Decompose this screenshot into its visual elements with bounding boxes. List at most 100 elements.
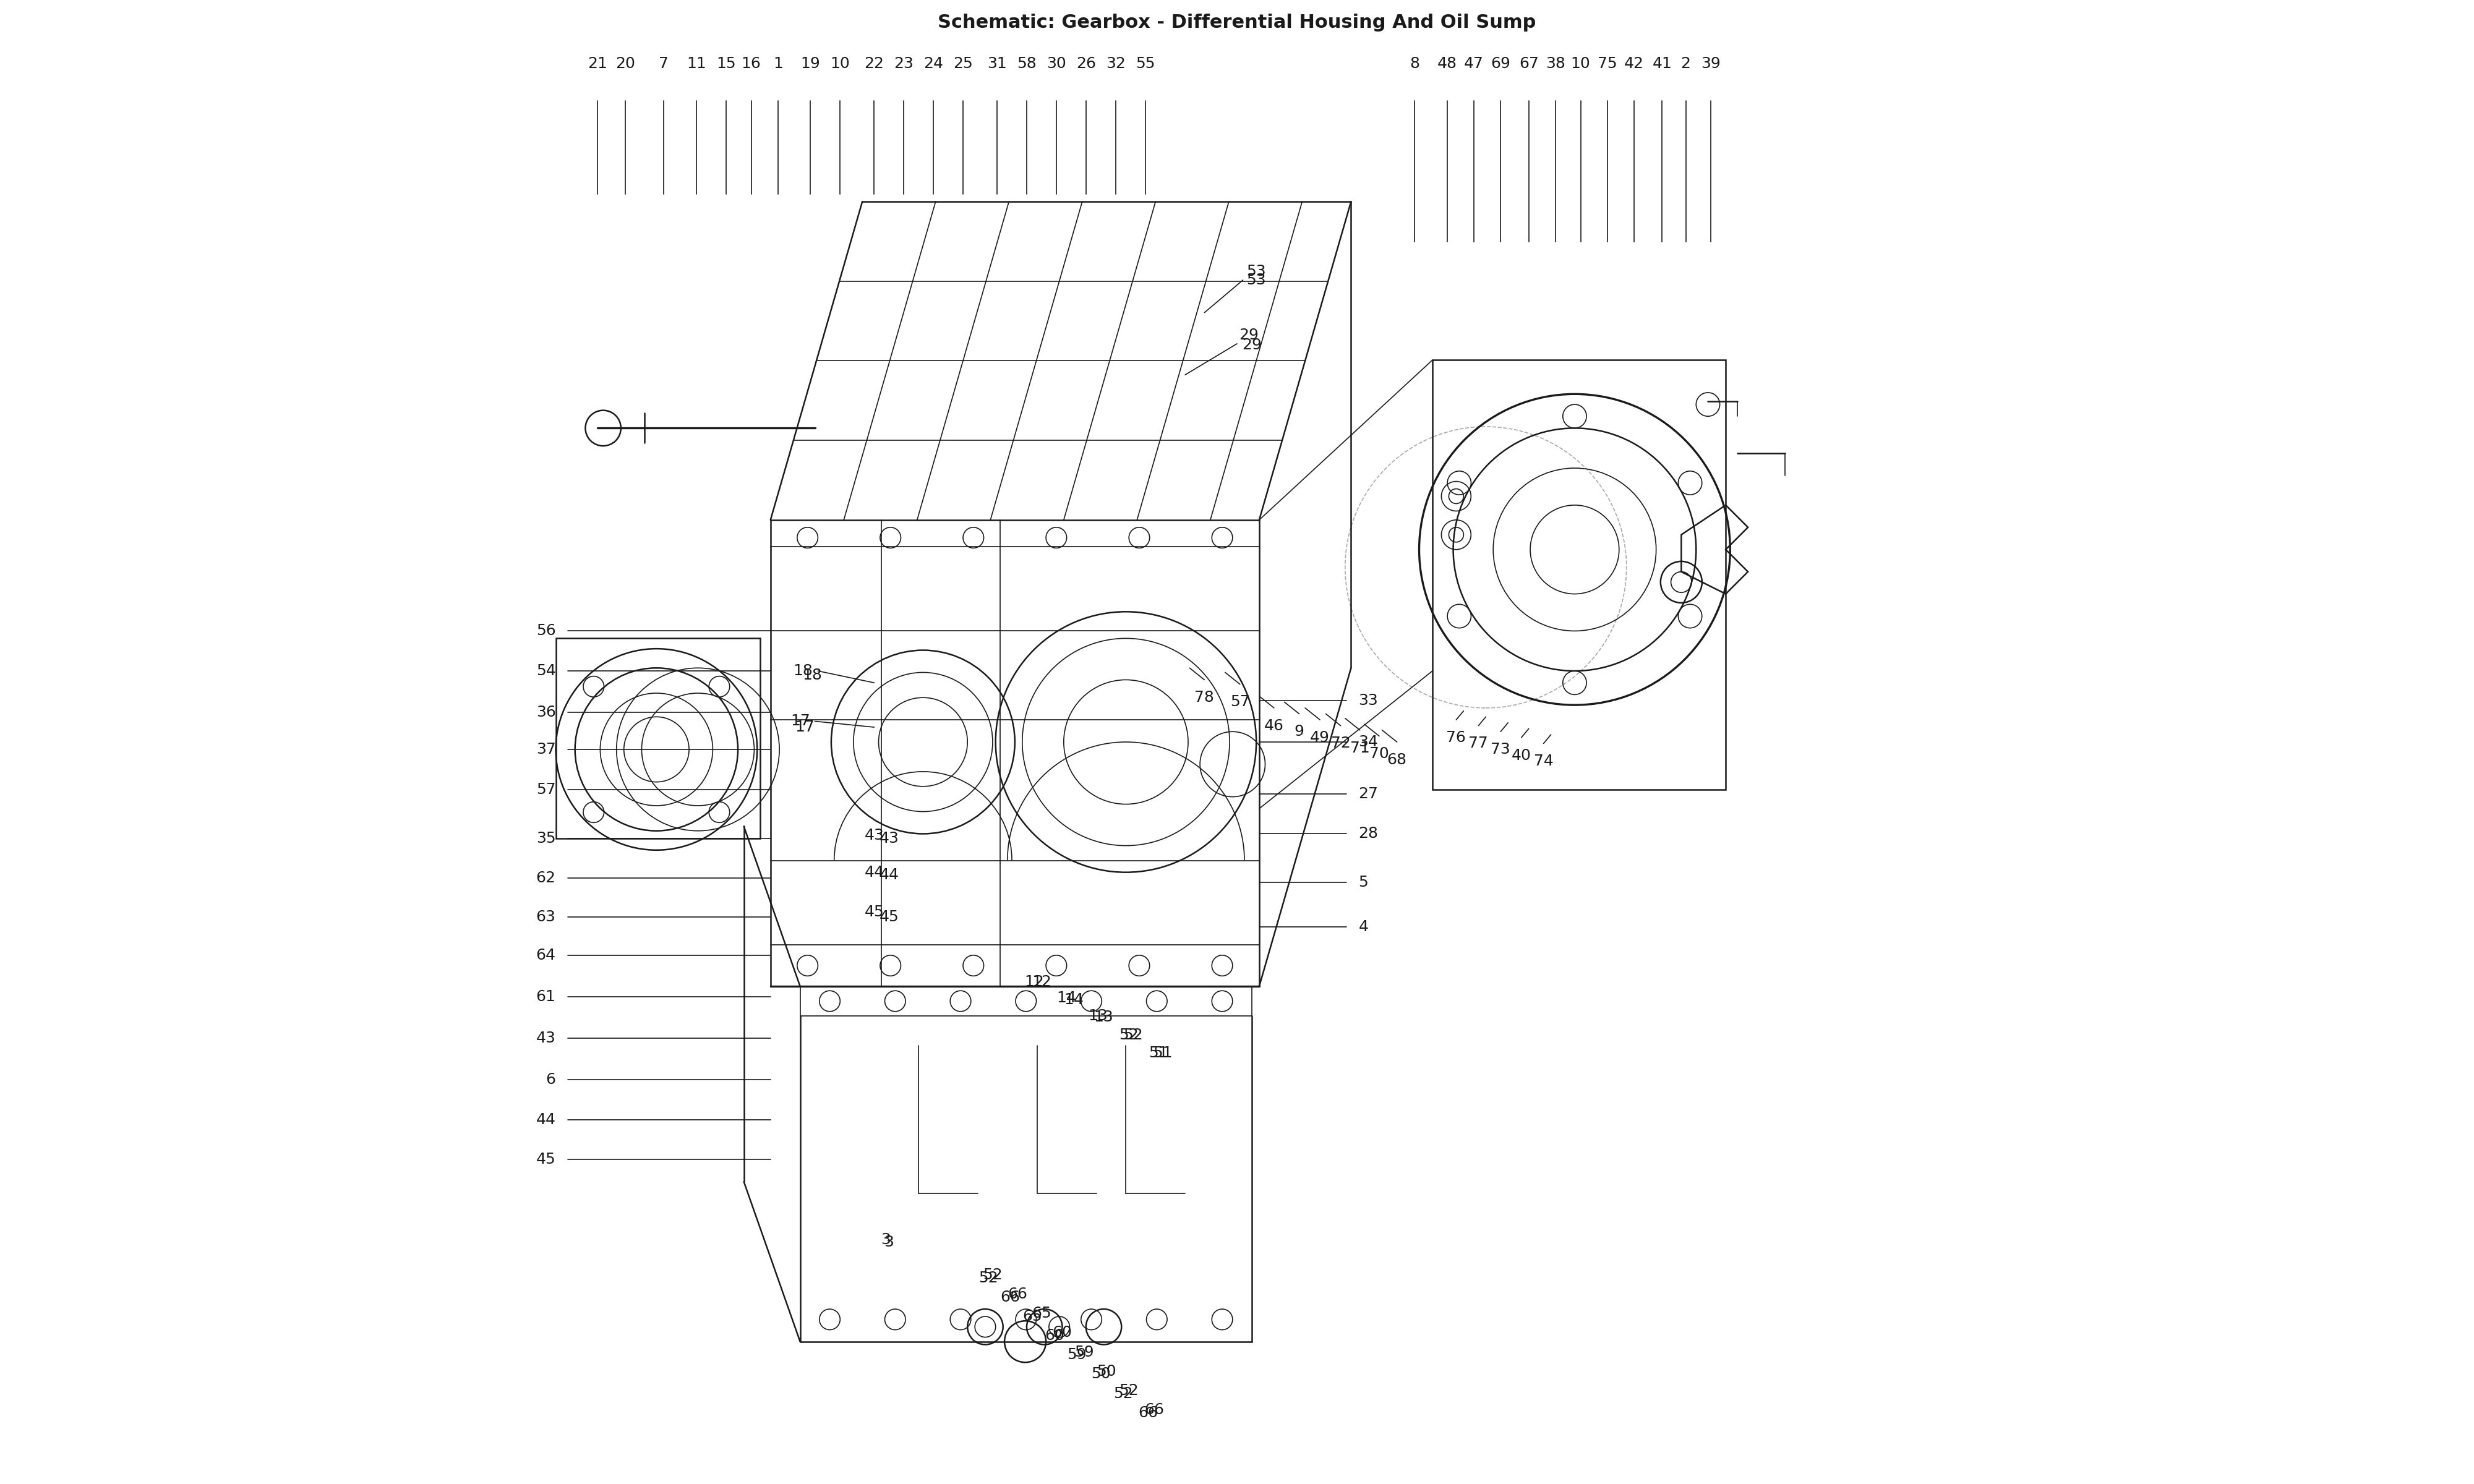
Text: 23: 23 <box>893 56 913 71</box>
Text: 45: 45 <box>878 910 898 925</box>
Text: 48: 48 <box>1437 56 1457 71</box>
Text: 30: 30 <box>1047 56 1066 71</box>
Text: 52: 52 <box>982 1267 1002 1282</box>
Text: 22: 22 <box>863 56 883 71</box>
Text: 41: 41 <box>1653 56 1672 71</box>
Text: 31: 31 <box>987 56 1007 71</box>
Text: 52: 52 <box>977 1270 997 1285</box>
Text: 43: 43 <box>863 828 883 843</box>
Text: 44: 44 <box>537 1112 557 1126</box>
Text: 53: 53 <box>1247 273 1267 288</box>
Text: 71: 71 <box>1351 741 1371 755</box>
Text: 18: 18 <box>802 668 821 683</box>
Text: 24: 24 <box>923 56 943 71</box>
Text: 9: 9 <box>1294 724 1304 739</box>
Text: 52: 52 <box>1113 1386 1133 1401</box>
Text: 73: 73 <box>1492 742 1512 757</box>
Text: 55: 55 <box>1136 56 1155 71</box>
Text: 1: 1 <box>772 56 782 71</box>
Text: 29: 29 <box>1242 338 1262 353</box>
Text: 51: 51 <box>1153 1046 1173 1061</box>
Text: 52: 52 <box>1118 1028 1138 1043</box>
Text: 74: 74 <box>1534 754 1554 769</box>
Text: 66: 66 <box>999 1290 1019 1304</box>
Text: 60: 60 <box>1051 1325 1071 1340</box>
Text: 27: 27 <box>1358 787 1378 801</box>
Text: 32: 32 <box>1106 56 1126 71</box>
Text: 46: 46 <box>1264 718 1284 733</box>
Text: 54: 54 <box>537 663 557 678</box>
Text: 12: 12 <box>1032 975 1051 990</box>
Text: 75: 75 <box>1598 56 1618 71</box>
Text: 68: 68 <box>1388 752 1408 767</box>
Text: 51: 51 <box>1148 1046 1168 1061</box>
Text: 67: 67 <box>1519 56 1539 71</box>
Text: 7: 7 <box>658 56 668 71</box>
Text: 13: 13 <box>1089 1009 1108 1024</box>
Text: 49: 49 <box>1311 730 1331 745</box>
Text: 43: 43 <box>537 1031 557 1046</box>
Text: 72: 72 <box>1331 736 1351 751</box>
Text: 70: 70 <box>1368 746 1388 761</box>
Text: 65: 65 <box>1032 1306 1051 1321</box>
Text: 28: 28 <box>1358 827 1378 841</box>
Text: 66: 66 <box>1143 1402 1163 1417</box>
Text: 52: 52 <box>1123 1028 1143 1043</box>
Text: 13: 13 <box>1094 1011 1113 1025</box>
Text: 35: 35 <box>537 831 557 846</box>
Text: 66: 66 <box>1007 1287 1027 1301</box>
Text: 39: 39 <box>1702 56 1722 71</box>
Text: 77: 77 <box>1470 736 1489 751</box>
Text: 61: 61 <box>537 990 557 1005</box>
Text: 6: 6 <box>547 1071 557 1086</box>
Text: Schematic: Gearbox - Differential Housing And Oil Sump: Schematic: Gearbox - Differential Housin… <box>938 13 1536 31</box>
Text: 60: 60 <box>1044 1328 1064 1343</box>
Text: 78: 78 <box>1195 690 1215 705</box>
Text: 14: 14 <box>1064 993 1084 1008</box>
Text: 16: 16 <box>742 56 762 71</box>
Text: 62: 62 <box>537 871 557 886</box>
Text: 44: 44 <box>863 865 883 880</box>
Text: 36: 36 <box>537 705 557 720</box>
Text: 26: 26 <box>1076 56 1096 71</box>
Text: 44: 44 <box>878 868 898 883</box>
Text: 14: 14 <box>1056 991 1076 1006</box>
Text: 50: 50 <box>1091 1367 1111 1382</box>
Text: 57: 57 <box>1230 695 1249 709</box>
Text: 4: 4 <box>1358 920 1368 935</box>
Text: 65: 65 <box>1022 1309 1042 1324</box>
Text: 47: 47 <box>1465 56 1484 71</box>
Text: 33: 33 <box>1358 693 1378 708</box>
Text: 59: 59 <box>1066 1347 1086 1362</box>
Text: 17: 17 <box>794 720 814 735</box>
Text: 64: 64 <box>537 948 557 963</box>
Text: 20: 20 <box>616 56 636 71</box>
Text: 29: 29 <box>1239 328 1259 343</box>
Text: 19: 19 <box>802 56 821 71</box>
Text: 59: 59 <box>1074 1345 1094 1359</box>
Text: 8: 8 <box>1410 56 1420 71</box>
Text: 56: 56 <box>537 623 557 638</box>
Text: 2: 2 <box>1680 56 1690 71</box>
Text: 52: 52 <box>1118 1383 1138 1398</box>
Text: 17: 17 <box>789 714 809 729</box>
Text: 57: 57 <box>537 782 557 797</box>
Text: 21: 21 <box>586 56 606 71</box>
Text: 3: 3 <box>883 1235 893 1250</box>
Text: 37: 37 <box>537 742 557 757</box>
Text: 45: 45 <box>863 905 883 920</box>
Text: 53: 53 <box>1247 264 1267 279</box>
Text: 45: 45 <box>537 1152 557 1166</box>
Text: 3: 3 <box>881 1232 891 1247</box>
Text: 18: 18 <box>794 663 814 678</box>
Text: 25: 25 <box>952 56 972 71</box>
Text: 63: 63 <box>537 910 557 925</box>
Text: 34: 34 <box>1358 735 1378 749</box>
Text: 76: 76 <box>1447 730 1467 745</box>
Text: 10: 10 <box>1571 56 1591 71</box>
Text: 69: 69 <box>1492 56 1512 71</box>
Text: 40: 40 <box>1512 748 1531 763</box>
Text: 50: 50 <box>1096 1364 1116 1379</box>
Text: 11: 11 <box>688 56 705 71</box>
Text: 15: 15 <box>717 56 735 71</box>
